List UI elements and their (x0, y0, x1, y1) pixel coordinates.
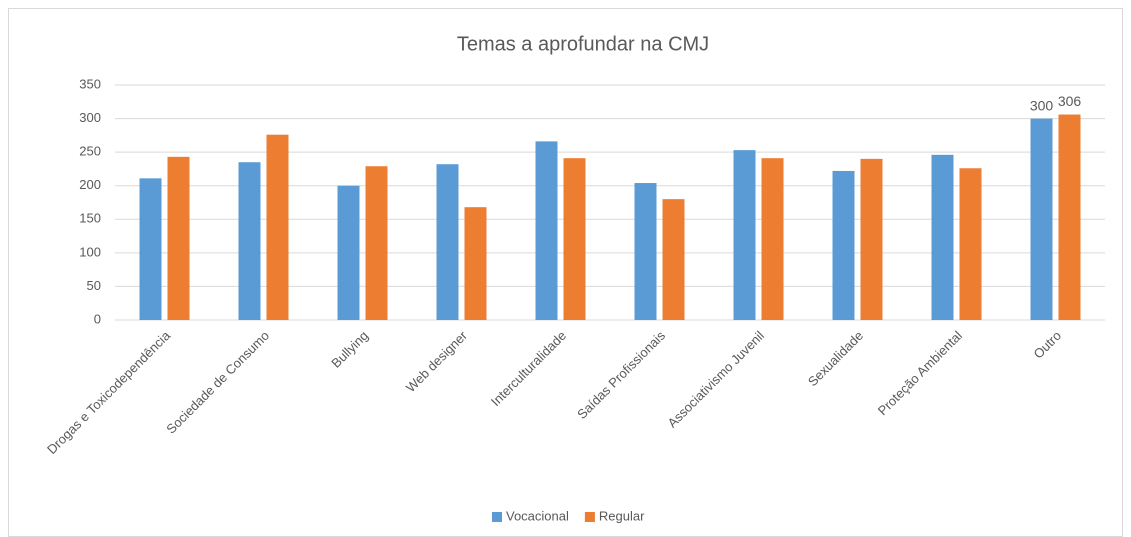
bar (167, 156, 190, 320)
bar (634, 183, 657, 320)
bar (1030, 118, 1053, 320)
chart-title: Temas a aprofundar na CMJ (457, 33, 709, 55)
y-tick-label: 300 (79, 110, 101, 125)
y-tick-label: 100 (79, 244, 101, 259)
legend-label: Regular (599, 508, 645, 523)
bar (662, 199, 685, 320)
bar (436, 164, 459, 320)
bar (563, 158, 586, 320)
bar (860, 158, 883, 320)
bar (761, 158, 784, 320)
y-tick-label: 150 (79, 211, 101, 226)
legend-swatch (584, 512, 595, 522)
bar (535, 141, 558, 320)
y-tick-label: 0 (94, 311, 101, 326)
bar (959, 168, 982, 320)
bar (464, 207, 487, 320)
bar (139, 178, 162, 320)
bar (337, 185, 360, 320)
bar (733, 150, 756, 320)
data-label: 306 (1058, 93, 1082, 109)
bar (931, 154, 954, 320)
data-label: 300 (1030, 97, 1054, 113)
y-tick-label: 250 (79, 144, 101, 159)
y-tick-label: 50 (87, 278, 101, 293)
y-tick-label: 200 (79, 177, 101, 192)
bar (266, 134, 289, 320)
legend-label: Vocacional (506, 508, 569, 523)
y-tick-label: 350 (79, 76, 101, 91)
bar (238, 162, 261, 320)
legend-swatch (492, 512, 502, 522)
bar (1058, 114, 1081, 321)
bar (365, 166, 388, 320)
bar (832, 170, 855, 320)
